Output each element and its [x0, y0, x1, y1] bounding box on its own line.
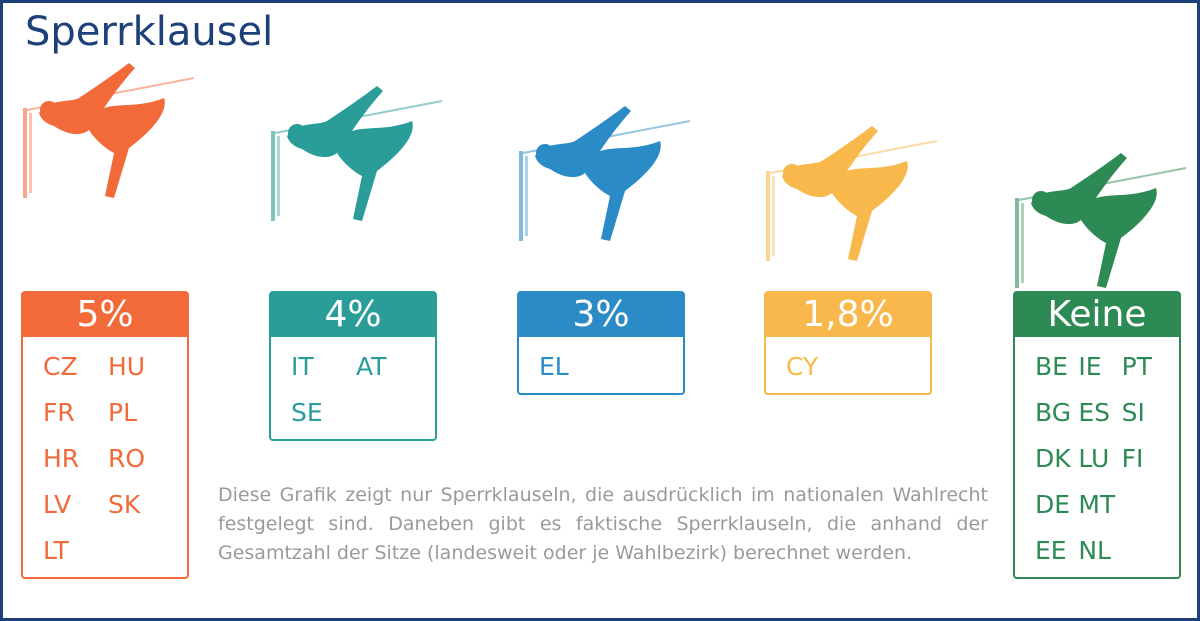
jumper-icon [19, 58, 199, 208]
country-code: AT [356, 351, 387, 381]
country-row: LT [43, 527, 173, 573]
country-code: IT [291, 351, 314, 381]
country-row: BG ES SI [1035, 389, 1165, 435]
threshold-box: 1,8% CY [764, 291, 932, 395]
country-code: EE [1035, 535, 1067, 565]
country-row: CZ HU [43, 343, 173, 389]
country-code: NL [1078, 535, 1111, 565]
country-row: DE MT [1035, 481, 1165, 527]
country-code: FR [43, 397, 75, 427]
country-code: HR [43, 443, 80, 473]
threshold-box: 3% EL [517, 291, 685, 395]
jumper-icon [515, 101, 695, 251]
country-list: IT AT SE [271, 337, 435, 439]
jumper-icon [267, 81, 447, 231]
threshold-label: 5% [23, 293, 187, 337]
country-row: HR RO [43, 435, 173, 481]
country-code: SE [291, 397, 323, 427]
country-row: EL [539, 343, 669, 389]
country-list: EL [519, 337, 683, 393]
country-code: CZ [43, 351, 78, 381]
country-code: CY [786, 351, 819, 381]
threshold-box: 5% CZ HU FR PL HR RO LV SK LT [21, 291, 189, 579]
country-row: LV SK [43, 481, 173, 527]
threshold-label: 3% [519, 293, 683, 337]
country-code: MT [1078, 489, 1116, 519]
country-list: BE IE PT BG ES SI DK LU FI DE MT EE NL [1015, 337, 1179, 577]
country-code: DK [1035, 443, 1071, 473]
note: Diese Grafik zeigt nur Sperrklauseln, di… [218, 484, 988, 564]
country-code: LV [43, 489, 72, 519]
jumper-icon [762, 121, 942, 271]
country-row: SE [291, 389, 421, 435]
country-list: CZ HU FR PL HR RO LV SK LT [23, 337, 187, 577]
jumper-icon [1011, 148, 1191, 298]
country-code: SK [108, 489, 141, 519]
threshold-box: Keine BE IE PT BG ES SI DK LU FI DE MT EE NL [1013, 291, 1181, 579]
country-code: FI [1121, 443, 1144, 473]
country-code: BG [1035, 397, 1072, 427]
threshold-label: 4% [271, 293, 435, 337]
country-row: FR PL [43, 389, 173, 435]
threshold-box: 4% IT AT SE [269, 291, 437, 441]
country-row: DK LU FI [1035, 435, 1165, 481]
country-code: LU [1078, 443, 1110, 473]
threshold-label: 1,8% [766, 293, 930, 337]
country-row: EE NL [1035, 527, 1165, 573]
country-code: SI [1121, 397, 1145, 427]
country-code: ES [1078, 397, 1110, 427]
country-code: RO [108, 443, 146, 473]
threshold-label: Keine [1015, 293, 1179, 337]
country-code: EL [539, 351, 569, 381]
country-code: HU [108, 351, 146, 381]
country-row: BE IE PT [1035, 343, 1165, 389]
country-row: CY [786, 343, 916, 389]
title: Sperrklausel [25, 9, 274, 55]
country-row: IT AT [291, 343, 421, 389]
country-code: DE [1035, 489, 1071, 519]
country-code: PT [1121, 351, 1153, 381]
country-code: BE [1035, 351, 1068, 381]
country-list: CY [766, 337, 930, 393]
country-code: IE [1078, 351, 1102, 381]
country-code: PL [108, 397, 138, 427]
country-code: LT [43, 535, 69, 565]
